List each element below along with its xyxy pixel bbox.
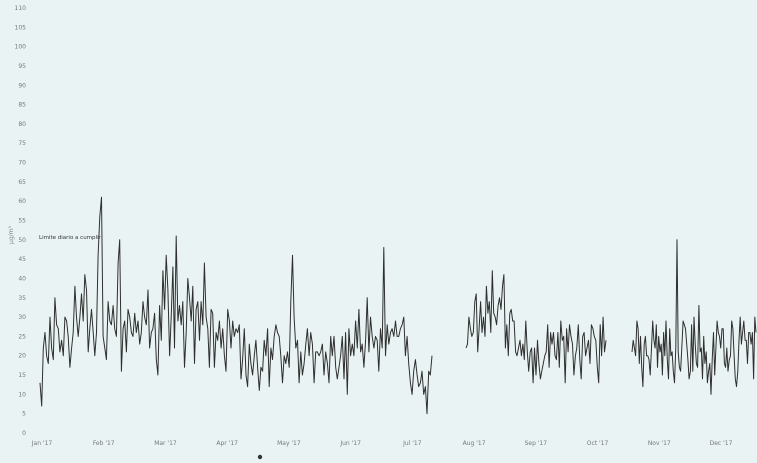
x-tick-label: Sep '17	[525, 440, 548, 447]
y-tick-label: 65	[18, 179, 26, 186]
y-tick-label: 80	[18, 121, 26, 128]
y-tick-label: 25	[18, 333, 26, 340]
series-line	[631, 239, 757, 395]
y-tick-label: 75	[18, 140, 26, 147]
x-tick-label: Jan '17	[31, 440, 53, 447]
y-tick-label: 40	[18, 275, 26, 282]
y-tick-label: 20	[18, 353, 26, 360]
y-tick-label: 110	[15, 5, 27, 12]
y-tick-label: 10	[18, 391, 26, 398]
y-tick-label: 70	[18, 160, 26, 167]
y-tick-label: 5	[22, 411, 26, 418]
y-tick-label: 50	[18, 237, 26, 244]
y-tick-label: 0	[22, 430, 26, 437]
x-tick-label: Mar '17	[154, 440, 177, 447]
legend-marker-icon	[257, 454, 263, 460]
x-tick-label: Jun '17	[339, 440, 361, 447]
plot-area	[39, 196, 757, 415]
y-tick-label: 85	[18, 102, 26, 109]
x-tick-label: Oct '17	[587, 440, 609, 447]
annotation-label: Limite diario a cumplir	[39, 235, 102, 241]
y-tick-label: 60	[18, 198, 26, 205]
y-tick-label: 55	[18, 218, 26, 225]
x-tick-label: Apr '17	[216, 440, 238, 447]
y-tick-label: 105	[15, 24, 27, 31]
x-tick-label: Aug '17	[463, 440, 486, 447]
x-tick-label: Dec '17	[710, 440, 733, 447]
series-line	[39, 196, 433, 415]
x-tick-label: Nov '17	[648, 440, 671, 447]
y-axis-label: µg/m³	[8, 225, 15, 243]
y-tick-label: 45	[18, 256, 26, 263]
series-line	[465, 270, 607, 384]
x-tick-label: Feb '17	[93, 440, 115, 447]
y-tick-label: 30	[18, 314, 26, 321]
y-tick-label: 35	[18, 295, 26, 302]
x-tick-label: Jul '17	[402, 440, 422, 447]
x-axis: Jan '17 Feb '17 Mar '17 Apr '17 May '17 Jun '…	[31, 440, 733, 447]
y-tick-label: 90	[18, 82, 26, 89]
limit-annotation: Limite diario a cumplir	[39, 235, 102, 241]
y-tick-label: 95	[18, 63, 26, 70]
y-tick-label: 100	[15, 44, 27, 51]
legend[interactable]	[257, 454, 263, 460]
y-axis: 0 5 10 15 20 25 30 35 40 45 50 55 60 65 70 75 80 85 90 95 10…	[15, 5, 27, 437]
x-tick-label: May '17	[277, 440, 301, 447]
y-tick-label: 15	[18, 372, 26, 379]
